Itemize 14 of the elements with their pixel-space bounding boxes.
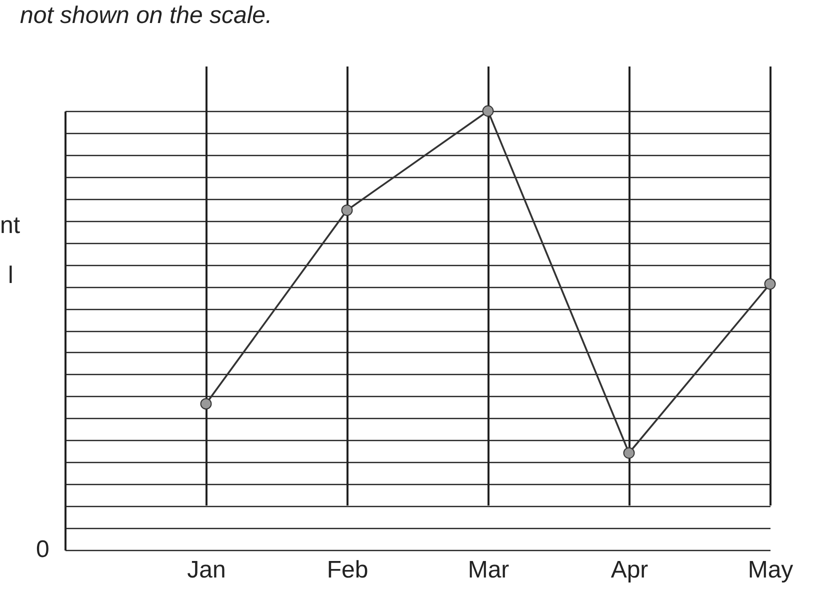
x-tick-label: Feb: [326, 556, 368, 584]
x-tick-label: Apr: [610, 556, 648, 584]
point: [764, 278, 776, 290]
text: not shown on the scale.: [20, 2, 272, 30]
x-tick-label: Jan: [187, 556, 226, 584]
point: [482, 105, 494, 117]
x-tick-label: May: [748, 556, 794, 584]
text: nt: [0, 212, 20, 240]
x-tick-label: Mar: [468, 556, 510, 584]
point: [200, 398, 212, 410]
point: [623, 447, 635, 459]
point: [341, 204, 353, 216]
text: 0: [36, 536, 50, 564]
text: l: [8, 262, 14, 290]
